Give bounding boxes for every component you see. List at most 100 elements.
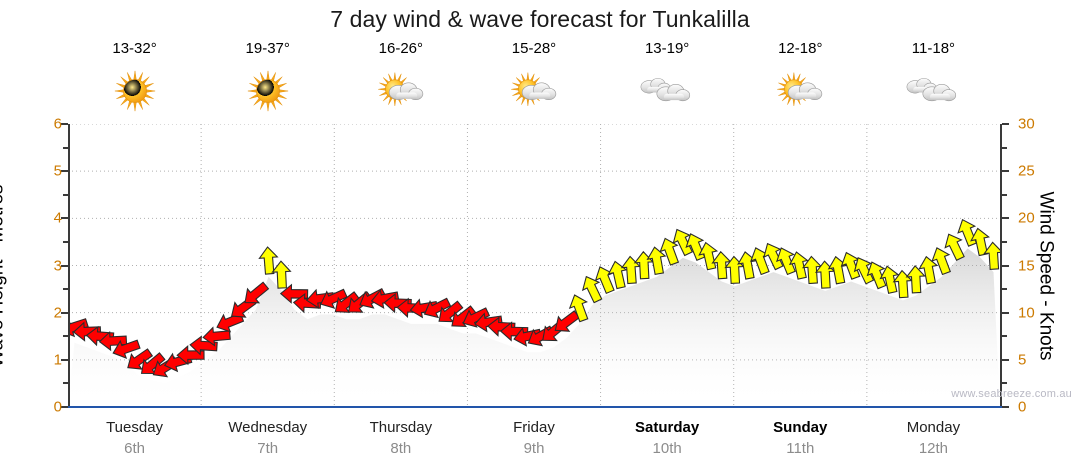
axis-minor-tick: [1002, 240, 1007, 243]
bottom-axis-spine: [68, 406, 1002, 408]
wind-direction-arrow: [581, 275, 603, 304]
left-axis-title: Wave Height - Metres: [0, 184, 8, 368]
weather-icon-wrap: [734, 62, 867, 120]
axis-tick: [61, 406, 68, 408]
temperature-range-label: 19-37°: [245, 40, 290, 57]
day-label-sunday: Sunday 11th: [734, 418, 867, 470]
wind-direction-arrow: [866, 261, 887, 290]
wind-direction-arrow: [879, 265, 900, 294]
wind-direction-arrow: [320, 288, 348, 309]
day-date: 7th: [257, 440, 279, 457]
left-axis-spine: [68, 124, 70, 408]
axis-tick: [61, 170, 68, 173]
day-name: Thursday: [369, 419, 433, 436]
day-column-thursday: 16-26°: [334, 38, 467, 124]
axis-tick: [1002, 358, 1009, 361]
wind-direction-arrow: [983, 241, 1000, 270]
day-name: Friday: [513, 419, 555, 436]
day-date: 12th: [918, 440, 949, 457]
day-column-tuesday: 13-32°: [68, 38, 201, 124]
axis-tick: [1002, 217, 1009, 220]
axis-tick-label: 10: [1018, 304, 1035, 322]
day-column-wednesday: 19-37°: [201, 38, 334, 124]
wind-direction-arrow: [258, 246, 279, 275]
sun-cloud-icon: [511, 72, 557, 106]
wind-direction-arrow: [672, 228, 694, 257]
wind-direction-arrow: [462, 307, 491, 328]
axis-minor-tick: [63, 193, 68, 196]
axis-tick-label: 2: [53, 304, 62, 322]
wind-arrow-plot: [68, 124, 1000, 407]
axis-tick: [61, 358, 68, 361]
temperature-range-label: 15-28°: [511, 40, 557, 57]
axis-tick: [1002, 406, 1009, 408]
day-name: Monday: [906, 419, 961, 436]
axis-minor-tick: [63, 335, 68, 338]
wind-direction-arrow: [646, 246, 667, 275]
right-axis-title: Wind Speed - Knots: [1035, 191, 1057, 361]
axis-minor-tick: [1002, 146, 1007, 149]
cloud-icon: [907, 78, 957, 102]
wind-direction-arrow: [931, 247, 951, 276]
axis-tick: [61, 264, 68, 267]
day-label-saturday: Saturday 10th: [601, 418, 734, 470]
wind-direction-arrow: [202, 326, 231, 347]
axis-tick: [1002, 123, 1009, 125]
wind-direction-arrow: [271, 260, 292, 289]
wind-direction-arrow: [568, 294, 589, 323]
weather-icon-wrap: [601, 62, 734, 120]
axis-minor-tick: [1002, 193, 1007, 196]
day-label-thursday: Thursday 8th: [334, 418, 467, 470]
axis-tick: [61, 217, 68, 220]
wind-direction-arrow: [112, 339, 141, 359]
day-label-monday: Monday 12th: [867, 418, 1000, 470]
day-name: Wednesday: [228, 419, 308, 436]
wind-direction-arrow: [905, 265, 926, 294]
axis-tick-label: 15: [1018, 257, 1035, 274]
axis-tick-label: 3: [53, 257, 62, 274]
weather-icon-wrap: [467, 62, 600, 120]
axis-tick-label: 20: [1018, 209, 1035, 227]
sun-cloud-icon: [777, 72, 823, 106]
day-date: 9th: [523, 440, 545, 457]
wind-direction-arrow: [72, 321, 102, 342]
temperature-range-label: 13-32°: [112, 40, 157, 57]
day-date: 10th: [652, 440, 682, 457]
axis-tick: [1002, 170, 1009, 173]
temperature-range-label: 13-19°: [644, 40, 690, 57]
wind-direction-arrow: [474, 312, 503, 333]
plot-area: [68, 124, 1000, 407]
temperature-range-label: 16-26°: [378, 40, 424, 57]
wind-direction-arrow: [189, 335, 218, 356]
axis-minor-tick: [63, 240, 68, 243]
wind-direction-arrow: [423, 297, 452, 319]
day-label-tuesday: Tuesday 6th: [68, 418, 201, 470]
wind-direction-arrow: [370, 288, 400, 309]
day-column-saturday: 13-19°: [601, 38, 734, 124]
axis-tick-label: 5: [53, 162, 62, 180]
wind-arrow-group: [68, 218, 1000, 378]
wind-direction-arrow: [788, 251, 809, 280]
weather-icon-wrap: [201, 62, 334, 120]
day-date: 8th: [390, 440, 412, 457]
wind-direction-arrow: [98, 330, 128, 352]
weather-icon-wrap: [68, 62, 201, 120]
wind-direction-arrow: [244, 281, 270, 304]
temperature-range-label: 12-18°: [778, 40, 823, 57]
wind-direction-arrow: [127, 348, 154, 370]
trace-shadow: [68, 248, 1000, 407]
axis-tick-label: 30: [1018, 115, 1035, 133]
day-column-sunday: 12-18°: [734, 38, 867, 124]
day-date: 11th: [786, 440, 815, 457]
temperature-range-label: 11-18°: [911, 40, 956, 57]
axis-tick: [1002, 311, 1009, 314]
wind-direction-arrow: [659, 237, 680, 266]
wind-direction-arrow: [853, 257, 875, 285]
axis-minor-tick: [63, 146, 68, 149]
axis-tick-label: 6: [53, 115, 62, 133]
axis-minor-tick: [63, 288, 68, 291]
day-footer-strip: Tuesday 6th Wednesday 7th Thursday 8th Frid…: [68, 418, 1000, 470]
page-title: 7 day wind & wave forecast for Tunkalill…: [330, 6, 750, 32]
sun-icon: [247, 70, 288, 112]
day-date: 6th: [124, 440, 145, 457]
